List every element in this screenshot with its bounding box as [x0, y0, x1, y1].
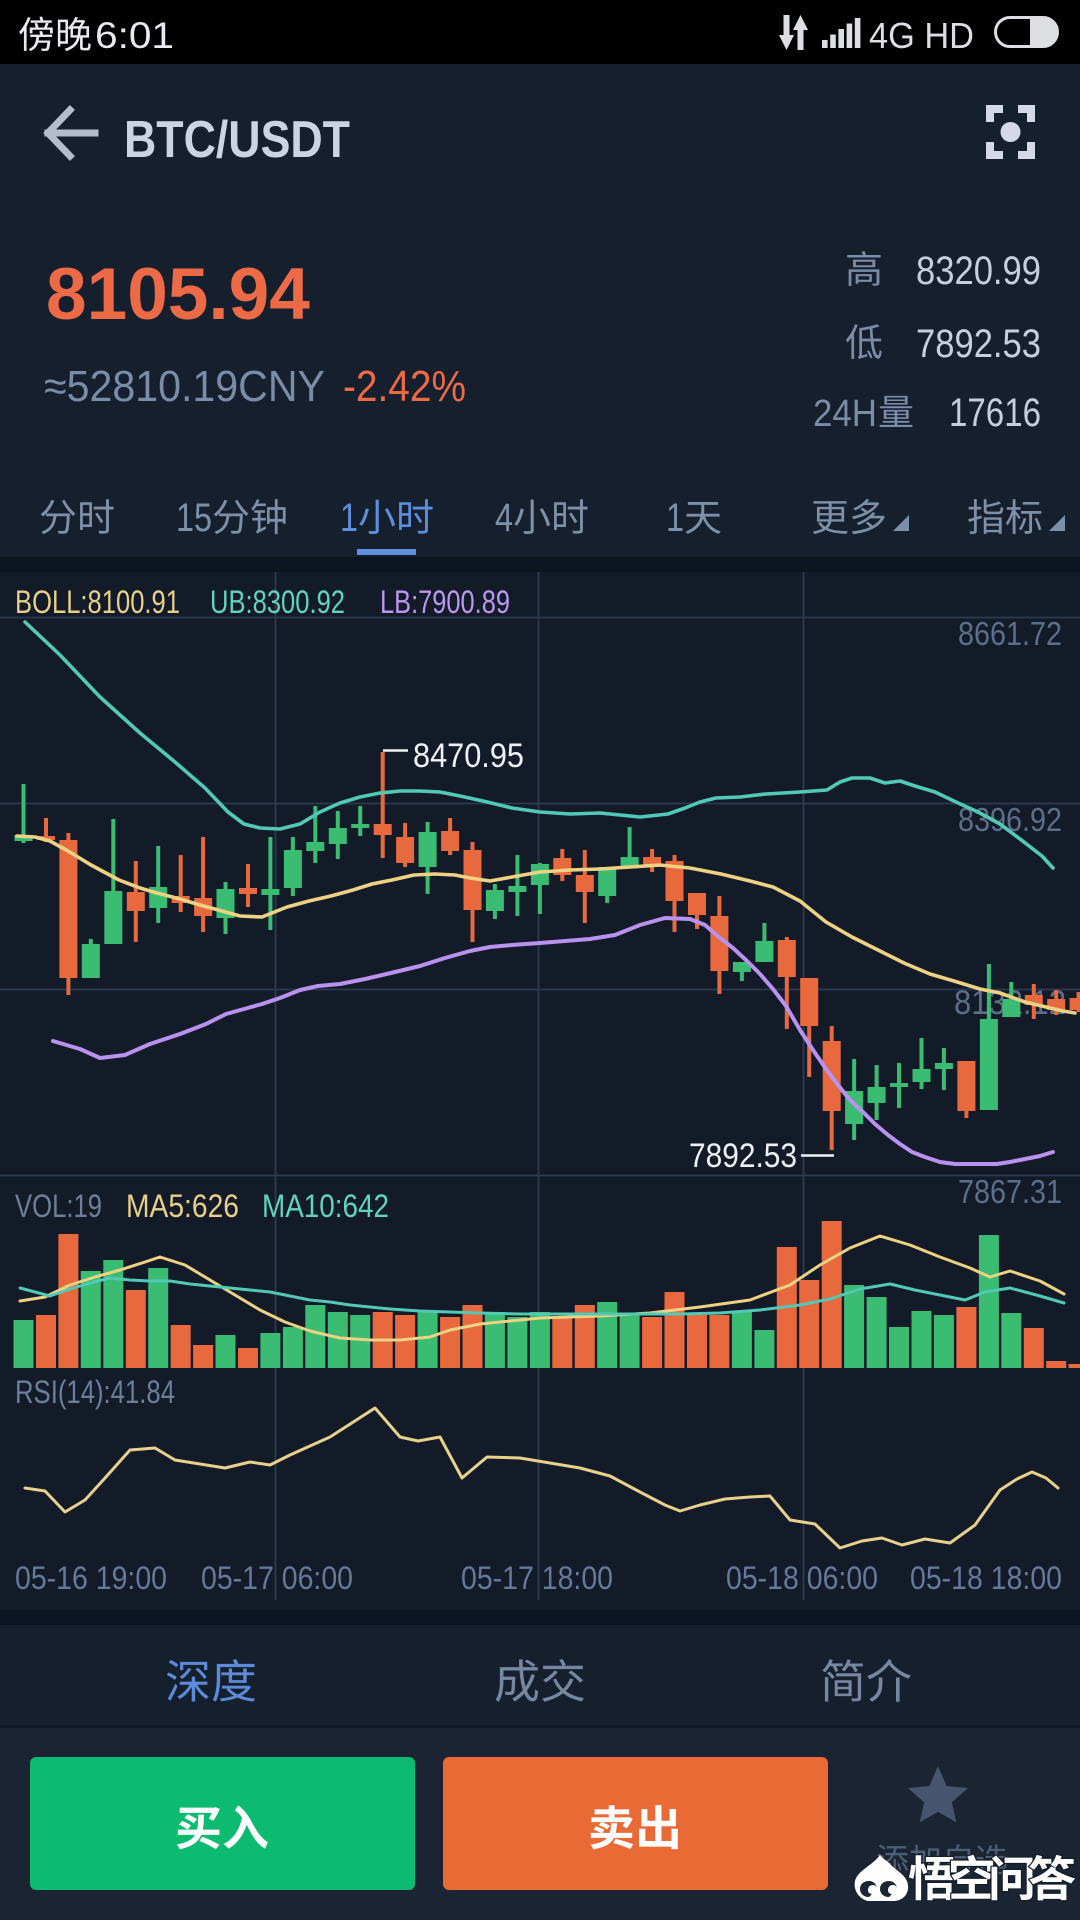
- svg-text:1: 1: [666, 496, 684, 540]
- svg-text:BTC/USDT: BTC/USDT: [124, 111, 350, 169]
- svg-text:8105.94: 8105.94: [46, 254, 310, 335]
- svg-text:6:01: 6:01: [95, 15, 174, 56]
- svg-text:8470.95: 8470.95: [413, 737, 524, 775]
- svg-text:05-18 18:00: 05-18 18:00: [910, 1560, 1062, 1596]
- svg-text:7867.31: 7867.31: [958, 1173, 1062, 1210]
- svg-text:24H: 24H: [813, 393, 877, 435]
- svg-text:7892.53: 7892.53: [689, 1137, 797, 1175]
- svg-text:15: 15: [176, 496, 212, 540]
- svg-text:05-16 19:00: 05-16 19:00: [15, 1560, 167, 1596]
- svg-text:≈52810.19CNY: ≈52810.19CNY: [44, 362, 325, 411]
- svg-text:UB:8300.92: UB:8300.92: [210, 584, 345, 620]
- svg-text:BOLL:8100.91: BOLL:8100.91: [15, 584, 180, 620]
- svg-text:MA5:626: MA5:626: [126, 1188, 239, 1224]
- svg-text:4G HD: 4G HD: [869, 15, 974, 56]
- svg-text:05-17 18:00: 05-17 18:00: [461, 1560, 613, 1596]
- svg-text:05-18 06:00: 05-18 06:00: [726, 1560, 878, 1596]
- svg-text:1: 1: [340, 496, 358, 540]
- svg-text:8661.72: 8661.72: [958, 615, 1062, 652]
- svg-text:MA10:642: MA10:642: [262, 1188, 389, 1224]
- svg-text:7892.53: 7892.53: [916, 322, 1041, 366]
- svg-text:17616: 17616: [949, 391, 1041, 435]
- svg-text:05-17 06:00: 05-17 06:00: [201, 1560, 353, 1596]
- svg-text:8320.99: 8320.99: [916, 249, 1041, 293]
- svg-text:RSI(14):41.84: RSI(14):41.84: [15, 1374, 175, 1410]
- svg-text:VOL:19: VOL:19: [15, 1188, 102, 1224]
- svg-text:4: 4: [495, 496, 513, 540]
- svg-text:LB:7900.89: LB:7900.89: [380, 584, 510, 620]
- svg-text:-2.42%: -2.42%: [343, 362, 466, 411]
